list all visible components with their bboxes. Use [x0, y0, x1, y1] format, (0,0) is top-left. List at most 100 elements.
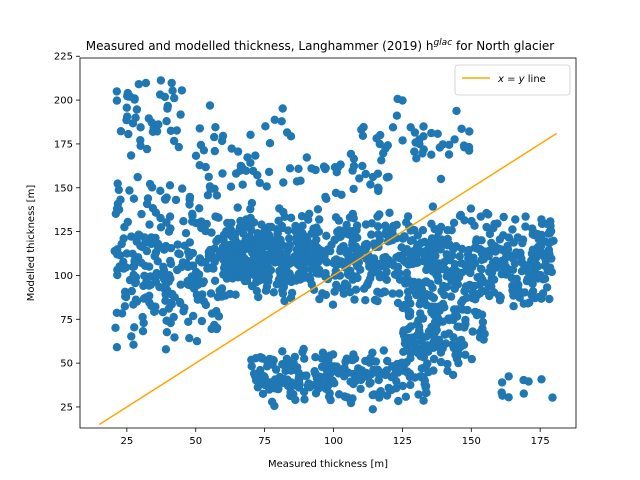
scatter-point — [112, 343, 122, 352]
scatter-point — [179, 307, 188, 316]
scatter-point — [204, 172, 213, 182]
scatter-point — [297, 212, 307, 221]
scatter-point — [162, 316, 171, 325]
scatter-point — [185, 238, 195, 247]
scatter-point — [112, 87, 122, 96]
scatter-point — [209, 264, 218, 273]
scatter-point — [328, 350, 338, 359]
x-tick-label: 100 — [324, 436, 343, 447]
scatter-point — [265, 354, 274, 364]
scatter-point — [195, 124, 204, 133]
scatter-point — [145, 281, 154, 290]
scatter-point — [141, 261, 150, 270]
scatter-point — [419, 396, 428, 405]
scatter-point — [315, 265, 324, 275]
scatter-point — [447, 251, 457, 261]
scatter-point — [129, 194, 139, 203]
scatter-point — [373, 222, 383, 231]
scatter-point — [416, 238, 426, 248]
scatter-point — [368, 348, 377, 357]
scatter-point — [440, 330, 449, 339]
scatter-point — [388, 123, 398, 132]
x-tick-label: 150 — [462, 436, 481, 447]
scatter-point — [448, 370, 458, 380]
scatter-point — [166, 259, 176, 269]
scatter-point — [434, 335, 444, 344]
scatter-point — [427, 234, 437, 243]
y-tick-label: 50 — [60, 359, 73, 370]
scatter-point — [184, 247, 193, 257]
scatter-point — [419, 122, 428, 131]
scatter-point — [467, 354, 476, 364]
scatter-point — [271, 365, 281, 374]
scatter-point — [203, 191, 213, 200]
scatter-point — [117, 239, 126, 249]
scatter-point — [424, 367, 433, 377]
scatter-point — [128, 262, 138, 272]
scatter-point — [210, 276, 220, 285]
y-tick-label: 25 — [60, 402, 73, 413]
scatter-point — [212, 191, 222, 200]
scatter-point — [462, 293, 471, 302]
scatter-point — [486, 263, 495, 272]
scatter-point — [382, 391, 392, 400]
scatter-point — [340, 372, 349, 381]
scatter-point — [317, 246, 326, 256]
scatter-point — [406, 123, 415, 132]
x-axis-label: Measured thickness [m] — [268, 459, 388, 470]
scatter-point — [358, 131, 368, 140]
scatter-point — [422, 332, 431, 341]
scatter-point — [210, 132, 219, 142]
scatter-point — [161, 241, 171, 251]
scatter-point — [340, 363, 349, 373]
scatter-point — [381, 370, 390, 380]
scatter-point — [322, 231, 331, 240]
scatter-point — [418, 226, 428, 235]
scatter-point — [342, 220, 351, 230]
scatter-point — [270, 401, 279, 411]
scatter-point — [465, 127, 474, 136]
scatter-point — [233, 147, 243, 156]
scatter-point — [537, 375, 546, 384]
scatter-point — [150, 307, 160, 316]
scatter-point — [397, 243, 406, 252]
scatter-point — [321, 192, 330, 202]
scatter-point — [211, 254, 220, 263]
scatter-point — [463, 305, 472, 315]
scatter-point — [162, 328, 172, 337]
scatter-point — [269, 243, 279, 253]
scatter-point — [136, 241, 145, 251]
scatter-point — [294, 373, 304, 382]
scatter-point — [188, 209, 197, 218]
scatter-point — [356, 384, 365, 394]
scatter-point — [302, 153, 311, 162]
scatter-point — [298, 347, 307, 357]
scatter-point — [285, 240, 294, 250]
scatter-point — [291, 226, 300, 236]
scatter-point — [166, 126, 176, 135]
scatter-point — [368, 172, 378, 182]
scatter-point — [346, 269, 355, 278]
scatter-point — [427, 219, 436, 228]
scatter-point — [154, 239, 163, 249]
scatter-point — [528, 279, 537, 289]
scatter-point — [366, 180, 375, 189]
x-tick-label: 75 — [258, 436, 271, 447]
scatter-point — [415, 135, 424, 144]
scatter-point — [472, 311, 482, 320]
scatter-point — [478, 317, 488, 327]
scatter-point — [176, 280, 185, 289]
scatter-point — [181, 229, 191, 238]
scatter-point — [428, 202, 438, 211]
scatter-point — [249, 218, 259, 227]
scatter-point — [520, 288, 529, 297]
scatter-point — [280, 212, 289, 221]
scatter-point — [373, 259, 383, 268]
scatter-point — [113, 270, 122, 280]
scatter-point — [198, 290, 207, 299]
scatter-point — [466, 268, 475, 278]
scatter-point — [545, 238, 554, 248]
scatter-point — [536, 235, 545, 244]
scatter-point — [273, 229, 282, 238]
